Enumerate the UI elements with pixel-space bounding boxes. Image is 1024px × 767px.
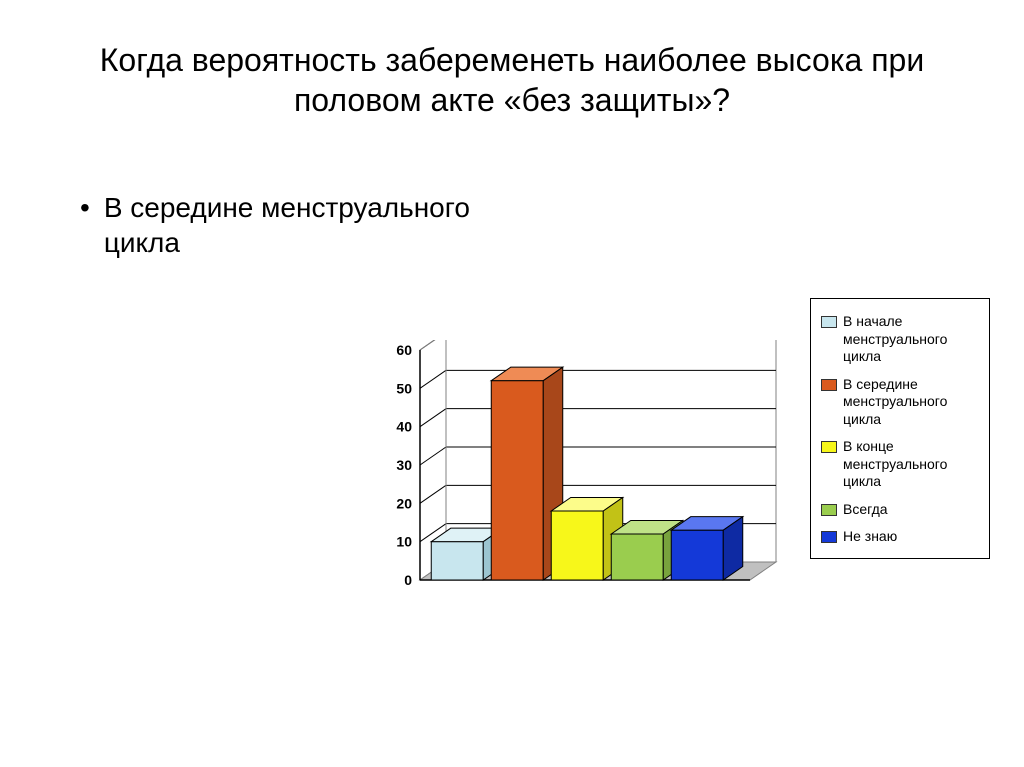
legend-label: В конце менструального цикла (843, 438, 979, 491)
svg-text:50: 50 (396, 380, 412, 396)
svg-text:10: 10 (396, 534, 412, 550)
svg-text:20: 20 (396, 495, 412, 511)
svg-text:60: 60 (396, 342, 412, 358)
legend-item: В середине менструального цикла (821, 376, 979, 429)
legend-swatch (821, 441, 837, 453)
chart-svg: 0 10 20 30 40 50 60 (360, 340, 800, 640)
legend-label: В середине менструального цикла (843, 376, 979, 429)
legend-swatch (821, 504, 837, 516)
chart-legend: В начале менструального цикла В середине … (810, 298, 990, 559)
legend-item: Всегда (821, 501, 979, 519)
legend-swatch (821, 379, 837, 391)
legend-item: В конце менструального цикла (821, 438, 979, 491)
legend-item: Не знаю (821, 528, 979, 546)
legend-label: В начале менструального цикла (843, 313, 979, 366)
bullet-row: • В середине менструального цикла (80, 190, 480, 260)
answer-bullet: • В середине менструального цикла (80, 190, 480, 260)
slide: Когда вероятность забеременеть наиболее … (0, 0, 1024, 767)
svg-text:0: 0 (404, 572, 412, 588)
bullet-marker: • (80, 190, 90, 225)
legend-label: Не знаю (843, 528, 979, 546)
legend-label: Всегда (843, 501, 979, 519)
slide-title: Когда вероятность забеременеть наиболее … (60, 40, 964, 120)
svg-text:40: 40 (396, 419, 412, 435)
legend-swatch (821, 531, 837, 543)
bullet-text: В середине менструального цикла (104, 190, 480, 260)
svg-text:30: 30 (396, 457, 412, 473)
legend-item: В начале менструального цикла (821, 313, 979, 366)
legend-swatch (821, 316, 837, 328)
